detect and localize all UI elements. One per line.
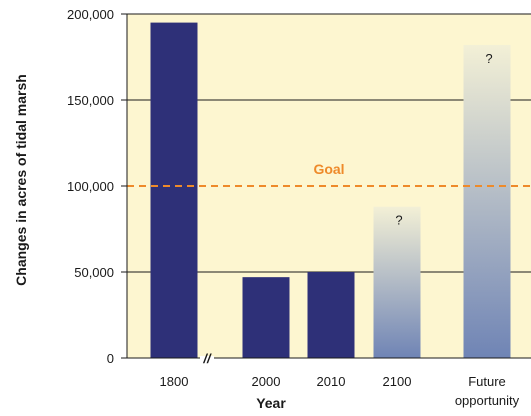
x-tick-label: 2010 (317, 374, 346, 389)
x-tick-labels: 1800 2000 2010 2100 Future opportunity (160, 374, 520, 408)
goal-label: Goal (313, 161, 344, 177)
x-tick-label: Future (468, 374, 506, 389)
axis-break-symbol: // (202, 351, 212, 366)
y-axis-title: Changes in acres of tidal marsh (13, 74, 29, 286)
y-tick-label: 150,000 (67, 93, 114, 108)
y-tick-labels: 0 50,000 100,000 150,000 200,000 (67, 7, 114, 366)
axes: // (121, 13, 531, 366)
x-tick-label: 1800 (160, 374, 189, 389)
y-tick-label: 0 (107, 351, 114, 366)
bar (307, 272, 355, 358)
uncertain-marker: ? (485, 51, 492, 66)
x-axis-title: Year (256, 395, 286, 411)
x-tick-label: opportunity (455, 393, 520, 408)
axis-break-gap (200, 356, 214, 360)
y-tick-label: 200,000 (67, 7, 114, 22)
bar (242, 277, 290, 358)
bar (463, 44, 511, 359)
x-tick-label: 2100 (383, 374, 412, 389)
bars: ?? (150, 22, 511, 359)
x-tick-label: 2000 (252, 374, 281, 389)
goal-line-group: Goal (127, 161, 531, 187)
y-tick-label: 100,000 (67, 179, 114, 194)
y-tick-label: 50,000 (74, 265, 114, 280)
uncertain-marker: ? (395, 213, 402, 228)
bar (150, 22, 198, 358)
bar (373, 206, 421, 358)
